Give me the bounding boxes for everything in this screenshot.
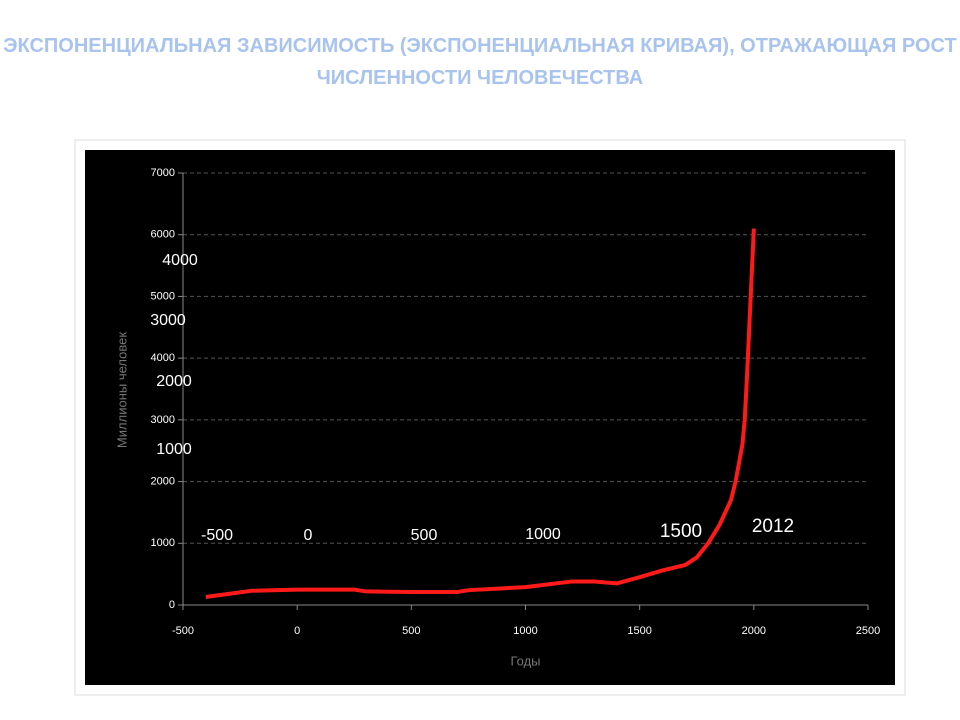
y-tick-label: 7000 xyxy=(151,167,175,179)
annotation: 0 xyxy=(304,527,313,544)
x-tick-label: 2500 xyxy=(856,625,880,637)
x-tick-label: 2000 xyxy=(742,625,766,637)
y-tick-label: 6000 xyxy=(151,229,175,241)
x-tick-label: -500 xyxy=(172,625,194,637)
y-tick-label: 4000 xyxy=(151,352,175,364)
x-axis-title: Годы xyxy=(510,653,540,668)
x-tick-label: 1500 xyxy=(627,625,651,637)
annotation: 3000 xyxy=(150,312,186,329)
y-tick-label: 0 xyxy=(169,599,175,611)
x-tick-label: 500 xyxy=(402,625,420,637)
annotation: 1000 xyxy=(525,526,561,543)
annotation: 1500 xyxy=(660,521,702,542)
y-tick-label: 2000 xyxy=(151,475,175,487)
annotation: 1000 xyxy=(156,441,192,458)
data-line xyxy=(205,228,756,599)
y-tick-label: 5000 xyxy=(151,290,175,302)
annotation: 2012 xyxy=(752,516,794,537)
y-axis-title: Миллионы человек xyxy=(114,332,129,448)
annotation: -500 xyxy=(201,527,233,544)
y-tick-label: 3000 xyxy=(151,414,175,426)
annotation: 4000 xyxy=(162,252,198,269)
annotation: 2000 xyxy=(156,373,192,390)
x-tick-label: 1000 xyxy=(513,625,537,637)
y-tick-label: 1000 xyxy=(151,537,175,549)
x-tick-label: 0 xyxy=(294,625,300,637)
annotation: 500 xyxy=(411,527,438,544)
slide-title: ЭКСПОНЕНЦИАЛЬНАЯ ЗАВИСИМОСТЬ (ЭКСПОНЕНЦИ… xyxy=(3,35,957,89)
